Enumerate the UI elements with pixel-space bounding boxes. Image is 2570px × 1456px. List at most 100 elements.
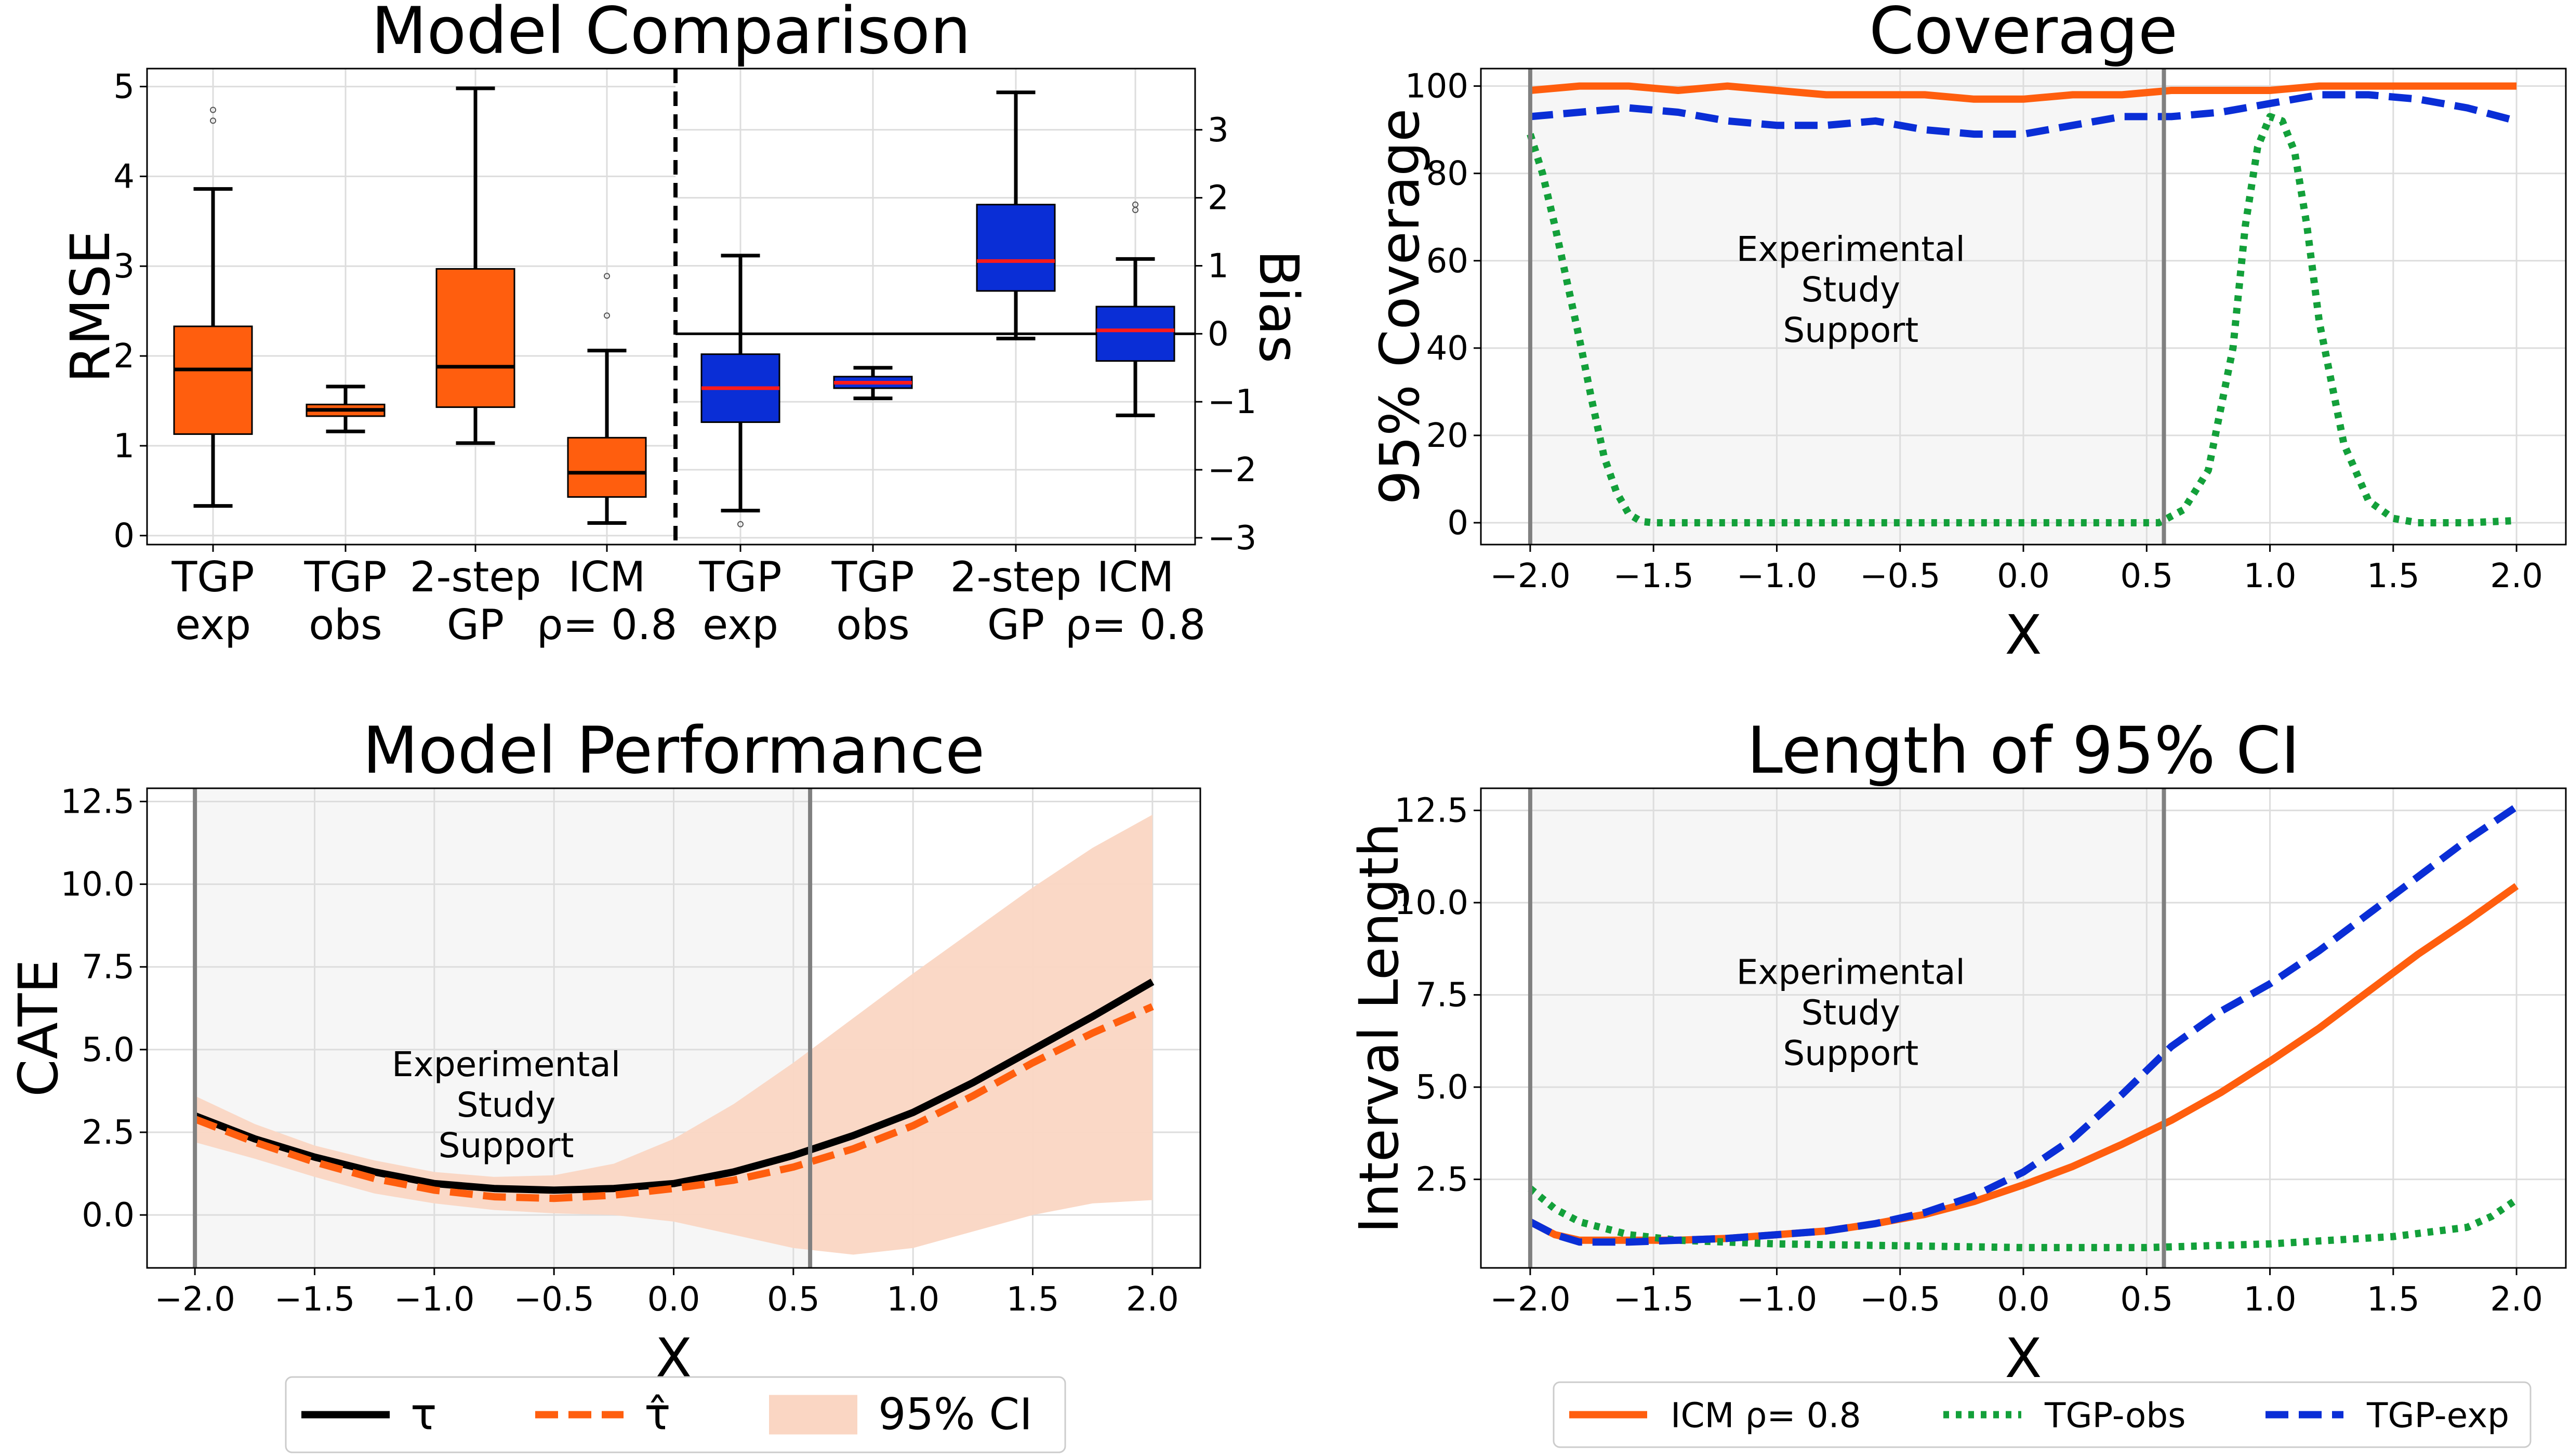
category-label-line: exp xyxy=(703,601,778,649)
ci-length-chart: Experimental Study Support −2.0 −1.5 −1.0 −0.5… xyxy=(1347,713,2567,1390)
legend-label: TGP-exp xyxy=(2366,1396,2509,1436)
legend-right: ICM ρ= 0.8 TGP-obs TGP-exp xyxy=(1553,1381,2532,1448)
y-tick-label: 2 xyxy=(1208,179,1229,218)
y-tick-label: 100 xyxy=(1405,68,1468,106)
x-tick-label: 0.0 xyxy=(647,1280,700,1319)
support-annotation: Experimental Study Support xyxy=(1737,229,1965,350)
support-region xyxy=(1530,69,2164,545)
y-tick-label: 1 xyxy=(113,427,135,466)
y-tick-label: 20 xyxy=(1426,417,1468,455)
series-band-ci xyxy=(195,814,1152,1255)
x-tick-label: 0.0 xyxy=(1997,557,2050,595)
x-tick-label: −1.5 xyxy=(1613,1280,1693,1319)
chart-title: Model Comparison xyxy=(371,0,971,69)
x-tick-label: 0.0 xyxy=(1997,1280,2050,1319)
y-tick-label: −3 xyxy=(1208,519,1256,558)
category-label-line: 2-step xyxy=(410,553,541,601)
y-axis-label: 95% Coverage xyxy=(1368,109,1432,505)
chart-title: Coverage xyxy=(1869,0,2178,69)
support-annotation-line: Study xyxy=(1801,992,1901,1033)
support-annotation-line: Support xyxy=(1783,310,1918,350)
y-tick-label: 10.0 xyxy=(61,866,135,904)
y-tick-label: 7.5 xyxy=(1415,976,1468,1015)
x-tick-label: 1.0 xyxy=(2244,557,2297,595)
legend-frame xyxy=(285,1376,1066,1453)
support-annotation-line: Experimental xyxy=(1737,229,1965,269)
x-tick-label: 1.0 xyxy=(2244,1280,2297,1319)
x-tick-label: 2.0 xyxy=(2490,557,2543,595)
category-label: TGP exp xyxy=(171,553,254,649)
chart-title: Length of 95% CI xyxy=(1747,713,2300,788)
y-tick-label: 4 xyxy=(113,157,135,196)
coverage-chart: Experimental Study Support −2.0 −1.5 −1.0 −0.5… xyxy=(1368,0,2567,667)
box-flier xyxy=(210,117,216,124)
y-tick-label: 2.5 xyxy=(1415,1161,1468,1199)
y-tick-label: 5.0 xyxy=(82,1031,135,1069)
chart-title: Model Performance xyxy=(363,713,985,788)
category-label-line: exp xyxy=(175,601,251,649)
support-annotation-line: Study xyxy=(1801,270,1901,310)
category-label: TGP exp xyxy=(698,553,781,649)
category-label-line: TGP xyxy=(171,553,254,601)
category-label-line: ICM xyxy=(568,553,645,601)
category-label: 2-step GP xyxy=(410,553,541,649)
y-tick-label: 0 xyxy=(113,517,135,555)
category-label-line: 2-step xyxy=(950,553,1082,601)
x-tick-label: −0.5 xyxy=(513,1280,594,1319)
x-tick-label: 2.0 xyxy=(1126,1280,1179,1319)
y-tick-label: 80 xyxy=(1426,155,1468,193)
support-annotation-line: Support xyxy=(439,1126,574,1166)
category-label: TGP obs xyxy=(831,553,914,649)
y-axis-label-left: RMSE xyxy=(59,230,122,383)
y-tick-label: 0 xyxy=(1208,315,1229,353)
y-tick-label: 2 xyxy=(113,337,135,376)
category-label: TGP obs xyxy=(303,553,387,649)
series-line-- xyxy=(193,978,1155,1194)
support-annotation: Experimental Study Support xyxy=(1737,952,1965,1073)
box-iqr xyxy=(1095,306,1175,362)
category-label-line: GP xyxy=(987,601,1044,649)
box-flier xyxy=(210,107,216,113)
support-annotation-line: Support xyxy=(1783,1033,1918,1073)
x-tick-label: −1.5 xyxy=(1613,557,1693,595)
y-tick-label: 7.5 xyxy=(82,948,135,987)
y-tick-label: 3 xyxy=(113,247,135,286)
legend-frame xyxy=(1553,1381,2532,1448)
box-flier xyxy=(604,312,610,319)
legend-label: TGP-obs xyxy=(2044,1396,2186,1436)
category-label-line: TGP xyxy=(831,553,914,601)
y-tick-label: 2.5 xyxy=(82,1114,135,1152)
x-tick-label: −1.0 xyxy=(1737,557,1817,595)
support-annotation-line: Experimental xyxy=(1737,952,1965,992)
support-annotation-line: Study xyxy=(457,1085,556,1125)
y-tick-label: 40 xyxy=(1426,329,1468,368)
box-iqr xyxy=(976,204,1056,292)
box-iqr xyxy=(567,436,647,498)
x-tick-label: −2.0 xyxy=(154,1280,235,1319)
category-label: 2-step GP xyxy=(950,553,1082,649)
series-line-tgp-exp xyxy=(1528,803,2519,1246)
box-flier xyxy=(737,521,744,527)
y-tick-label: 12.5 xyxy=(61,783,135,821)
box-iqr xyxy=(173,325,253,435)
category-label-line: ρ= 0.8 xyxy=(1065,601,1205,649)
y-axis-label-right: Bias xyxy=(1247,250,1310,363)
y-axis-label: CATE xyxy=(7,959,70,1097)
x-tick-label: −0.5 xyxy=(1860,1280,1940,1319)
box-flier xyxy=(604,273,610,280)
x-axis-label: X xyxy=(2005,603,2042,667)
x-tick-label: −0.5 xyxy=(1860,557,1940,595)
x-axis-label: X xyxy=(2005,1327,2042,1390)
category-label-line: TGP xyxy=(303,553,387,601)
y-tick-label: 0 xyxy=(1447,504,1468,542)
x-tick-label: −1.0 xyxy=(1737,1280,1817,1319)
legend-label: 95% CI xyxy=(878,1389,1032,1440)
x-tick-label: 1.5 xyxy=(1006,1280,1059,1319)
x-tick-label: −1.5 xyxy=(274,1280,355,1319)
series-line-tgp-obs xyxy=(1528,1185,2519,1251)
series-line-icm-0-8 xyxy=(1528,883,2519,1244)
y-tick-label: 1 xyxy=(1208,247,1229,285)
series-line-- xyxy=(193,1003,1154,1202)
y-tick-label: 60 xyxy=(1426,242,1468,281)
